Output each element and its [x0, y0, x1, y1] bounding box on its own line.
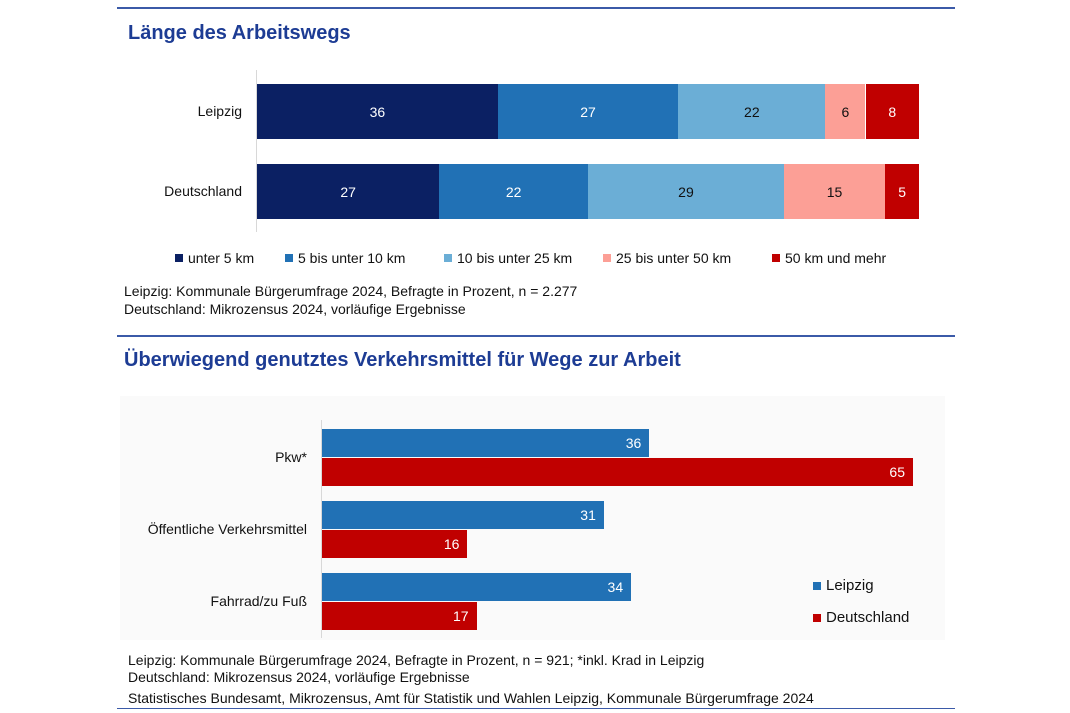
- bar: 65: [322, 458, 913, 486]
- category-label: Öffentliche Verkehrsmittel: [147, 521, 307, 537]
- chart1-title: Länge des Arbeitswegs: [128, 22, 351, 44]
- legend-item: 50 km und mehr: [772, 250, 886, 266]
- bar: 36: [322, 429, 650, 457]
- bar: 31: [322, 501, 604, 529]
- bar-segment: 27: [497, 84, 679, 139]
- legend-item: 25 bis unter 50 km: [603, 250, 731, 266]
- category-label: Leipzig: [197, 102, 242, 119]
- chart1-note-1: Leipzig: Kommunale Bürgerumfrage 2024, B…: [124, 283, 578, 299]
- legend-label: unter 5 km: [188, 250, 255, 266]
- bar-segment: 5: [885, 164, 919, 219]
- bar-segment: 6: [825, 84, 866, 139]
- legend-item: 5 bis unter 10 km: [285, 250, 405, 266]
- legend-label: 5 bis unter 10 km: [298, 250, 406, 266]
- bar-segment: 15: [783, 164, 886, 219]
- legend-swatch: [813, 613, 821, 622]
- data-label: 16: [443, 536, 460, 552]
- chart1-note-2: Deutschland: Mikrozensus 2024, vorläufig…: [124, 301, 466, 317]
- bar-segment: 36: [257, 84, 498, 139]
- chart1-axis: [256, 70, 257, 232]
- chart2-source: Statistisches Bundesamt, Mikrozensus, Am…: [128, 690, 814, 706]
- chart2-title: Überwiegend genutztes Verkehrsmittel für…: [124, 349, 681, 371]
- data-label: 17: [452, 608, 469, 624]
- legend-swatch: [175, 254, 183, 262]
- bar: 16: [322, 530, 468, 558]
- category-label: Deutschland: [164, 182, 242, 199]
- data-label: 34: [607, 579, 624, 595]
- data-label: 31: [580, 507, 596, 523]
- middle-rule: [117, 335, 955, 337]
- chart2-axis: [321, 420, 322, 638]
- chart2-note-2: Deutschland: Mikrozensus 2024, vorläufig…: [128, 669, 470, 685]
- bar-segment: 8: [865, 84, 919, 139]
- legend-item: Deutschland: [813, 609, 909, 626]
- bar-segment: 29: [588, 164, 784, 219]
- legend-label: 50 km und mehr: [785, 250, 887, 266]
- bottom-rule: [117, 708, 955, 709]
- legend-swatch: [772, 254, 780, 262]
- legend-label: 10 bis unter 25 km: [457, 250, 573, 266]
- legend-label: Deutschland: [826, 609, 910, 626]
- legend-label: 25 bis unter 50 km: [616, 250, 732, 266]
- legend-swatch: [813, 581, 821, 590]
- chart2-note-1: Leipzig: Kommunale Bürgerumfrage 2024, B…: [128, 652, 705, 668]
- legend-item: unter 5 km: [175, 250, 254, 266]
- data-label: 36: [625, 435, 642, 451]
- legend-swatch: [285, 254, 293, 262]
- bar-segment: 27: [257, 164, 440, 219]
- legend-item: 10 bis unter 25 km: [444, 250, 572, 266]
- bar-segment: 22: [439, 164, 588, 219]
- legend-swatch: [444, 254, 452, 262]
- bar: 34: [322, 573, 632, 601]
- category-label: Pkw*: [275, 449, 307, 465]
- top-rule: [117, 7, 955, 9]
- data-label: 65: [889, 464, 905, 480]
- legend-item: Leipzig: [813, 577, 874, 594]
- legend-label: Leipzig: [826, 577, 874, 594]
- category-label: Fahrrad/zu Fuß: [210, 593, 307, 609]
- bar-segment: 22: [678, 84, 826, 139]
- legend-swatch: [603, 254, 611, 262]
- bar: 17: [322, 602, 477, 630]
